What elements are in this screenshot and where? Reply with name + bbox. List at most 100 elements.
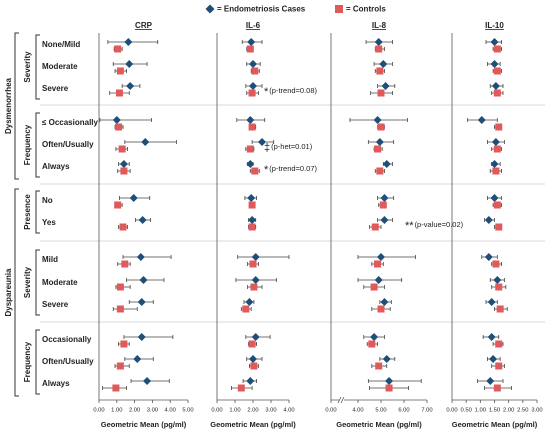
control-point bbox=[493, 67, 501, 75]
control-point bbox=[495, 362, 503, 370]
panel-title: IL-6 bbox=[246, 21, 261, 30]
case-point bbox=[129, 194, 138, 202]
annotation-symbol: * bbox=[264, 164, 269, 176]
control-point bbox=[250, 283, 258, 291]
annotation-text: (p-trend=0.07) bbox=[269, 164, 317, 173]
case-point bbox=[375, 138, 384, 146]
case-point bbox=[248, 216, 257, 224]
case-point bbox=[490, 160, 499, 168]
control-point bbox=[376, 167, 384, 175]
case-point bbox=[377, 253, 385, 261]
control-point bbox=[377, 123, 385, 131]
x-tick-label: 1.00 bbox=[229, 408, 240, 414]
control-point bbox=[376, 67, 384, 75]
control-point bbox=[493, 89, 501, 97]
annotation-symbol: ** bbox=[405, 220, 414, 232]
x-tick-label: 2.50 bbox=[517, 408, 528, 414]
annotation-text: (p-trend=0.08) bbox=[269, 86, 317, 95]
control-point bbox=[121, 260, 129, 268]
x-tick-label: 1.00 bbox=[111, 408, 122, 414]
row-label: Always bbox=[42, 379, 70, 388]
case-point bbox=[137, 298, 146, 306]
x-tick-label: 1.00 bbox=[475, 408, 486, 414]
case-point bbox=[382, 160, 391, 168]
case-point bbox=[477, 116, 486, 124]
row-label: No bbox=[42, 196, 53, 205]
annotation-text: (p-value=0.02) bbox=[415, 220, 464, 229]
case-point bbox=[484, 216, 493, 224]
x-tick-label: 6.00 bbox=[398, 408, 409, 414]
case-point bbox=[382, 355, 391, 363]
x-tick-label: 7.00 bbox=[421, 408, 432, 414]
x-tick-label: 0.00 bbox=[211, 408, 222, 414]
control-point bbox=[114, 201, 122, 209]
subgroup-bracket bbox=[35, 112, 40, 178]
legend-marker bbox=[205, 4, 215, 14]
control-point bbox=[115, 123, 123, 131]
x-tick-label: 3.00 bbox=[147, 408, 158, 414]
case-point bbox=[249, 355, 257, 363]
x-axis-label: Geometric Mean (pg/ml) bbox=[336, 420, 422, 429]
case-point bbox=[249, 60, 257, 68]
case-point bbox=[380, 216, 389, 224]
case-point bbox=[491, 138, 500, 146]
control-point bbox=[371, 223, 379, 231]
case-point bbox=[137, 333, 146, 341]
case-point bbox=[245, 298, 254, 306]
legend-label: = Controls bbox=[346, 5, 386, 14]
control-point bbox=[116, 67, 124, 75]
group-bracket bbox=[14, 188, 19, 397]
group-label: Dyspareunia bbox=[4, 268, 13, 317]
panel-title: IL-10 bbox=[485, 21, 504, 30]
x-axis-label: Geometric Mean (pg/ml) bbox=[101, 420, 187, 429]
control-point bbox=[495, 283, 503, 291]
control-point bbox=[116, 305, 124, 313]
control-point bbox=[374, 145, 382, 153]
case-point bbox=[373, 116, 382, 124]
control-point bbox=[248, 201, 256, 209]
case-point bbox=[126, 82, 135, 90]
axis-break bbox=[339, 396, 344, 404]
case-point bbox=[112, 116, 121, 124]
annotation-symbol: ‡ bbox=[264, 142, 270, 154]
control-point bbox=[237, 384, 245, 392]
control-point bbox=[116, 283, 124, 291]
control-point bbox=[116, 362, 124, 370]
case-point bbox=[246, 377, 255, 385]
control-point bbox=[368, 340, 376, 348]
annotation-symbol: * bbox=[264, 86, 269, 98]
case-point bbox=[487, 333, 496, 341]
row-label: None/Mild bbox=[42, 40, 80, 49]
case-point bbox=[490, 194, 499, 202]
group-bracket bbox=[14, 32, 19, 180]
control-point bbox=[370, 283, 378, 291]
control-point bbox=[492, 167, 500, 175]
row-label: Moderate bbox=[42, 62, 78, 71]
case-point bbox=[136, 253, 145, 261]
row-label: Severe bbox=[42, 84, 69, 93]
x-tick-label: 5.00 bbox=[375, 408, 386, 414]
control-point bbox=[374, 260, 382, 268]
case-point bbox=[249, 82, 257, 90]
control-point bbox=[492, 260, 500, 268]
row-label: Moderate bbox=[42, 278, 78, 287]
case-point bbox=[246, 160, 255, 168]
control-point bbox=[248, 223, 256, 231]
case-point bbox=[490, 60, 499, 68]
control-point bbox=[379, 201, 387, 209]
row-label: ≤ Occasionally bbox=[42, 118, 99, 127]
case-point bbox=[139, 276, 148, 284]
subgroup-label: Frequency bbox=[23, 124, 32, 165]
legend-marker bbox=[335, 5, 343, 13]
control-point bbox=[375, 362, 383, 370]
x-tick-label: 5.00 bbox=[182, 408, 193, 414]
subgroup-label: Frequency bbox=[23, 341, 32, 382]
control-point bbox=[118, 145, 126, 153]
control-point bbox=[119, 223, 127, 231]
control-point bbox=[248, 89, 256, 97]
panel-title: IL-8 bbox=[372, 21, 387, 30]
control-point bbox=[246, 145, 254, 153]
control-point bbox=[493, 45, 501, 53]
case-point bbox=[125, 60, 134, 68]
subgroup-label: Presence bbox=[23, 194, 32, 230]
